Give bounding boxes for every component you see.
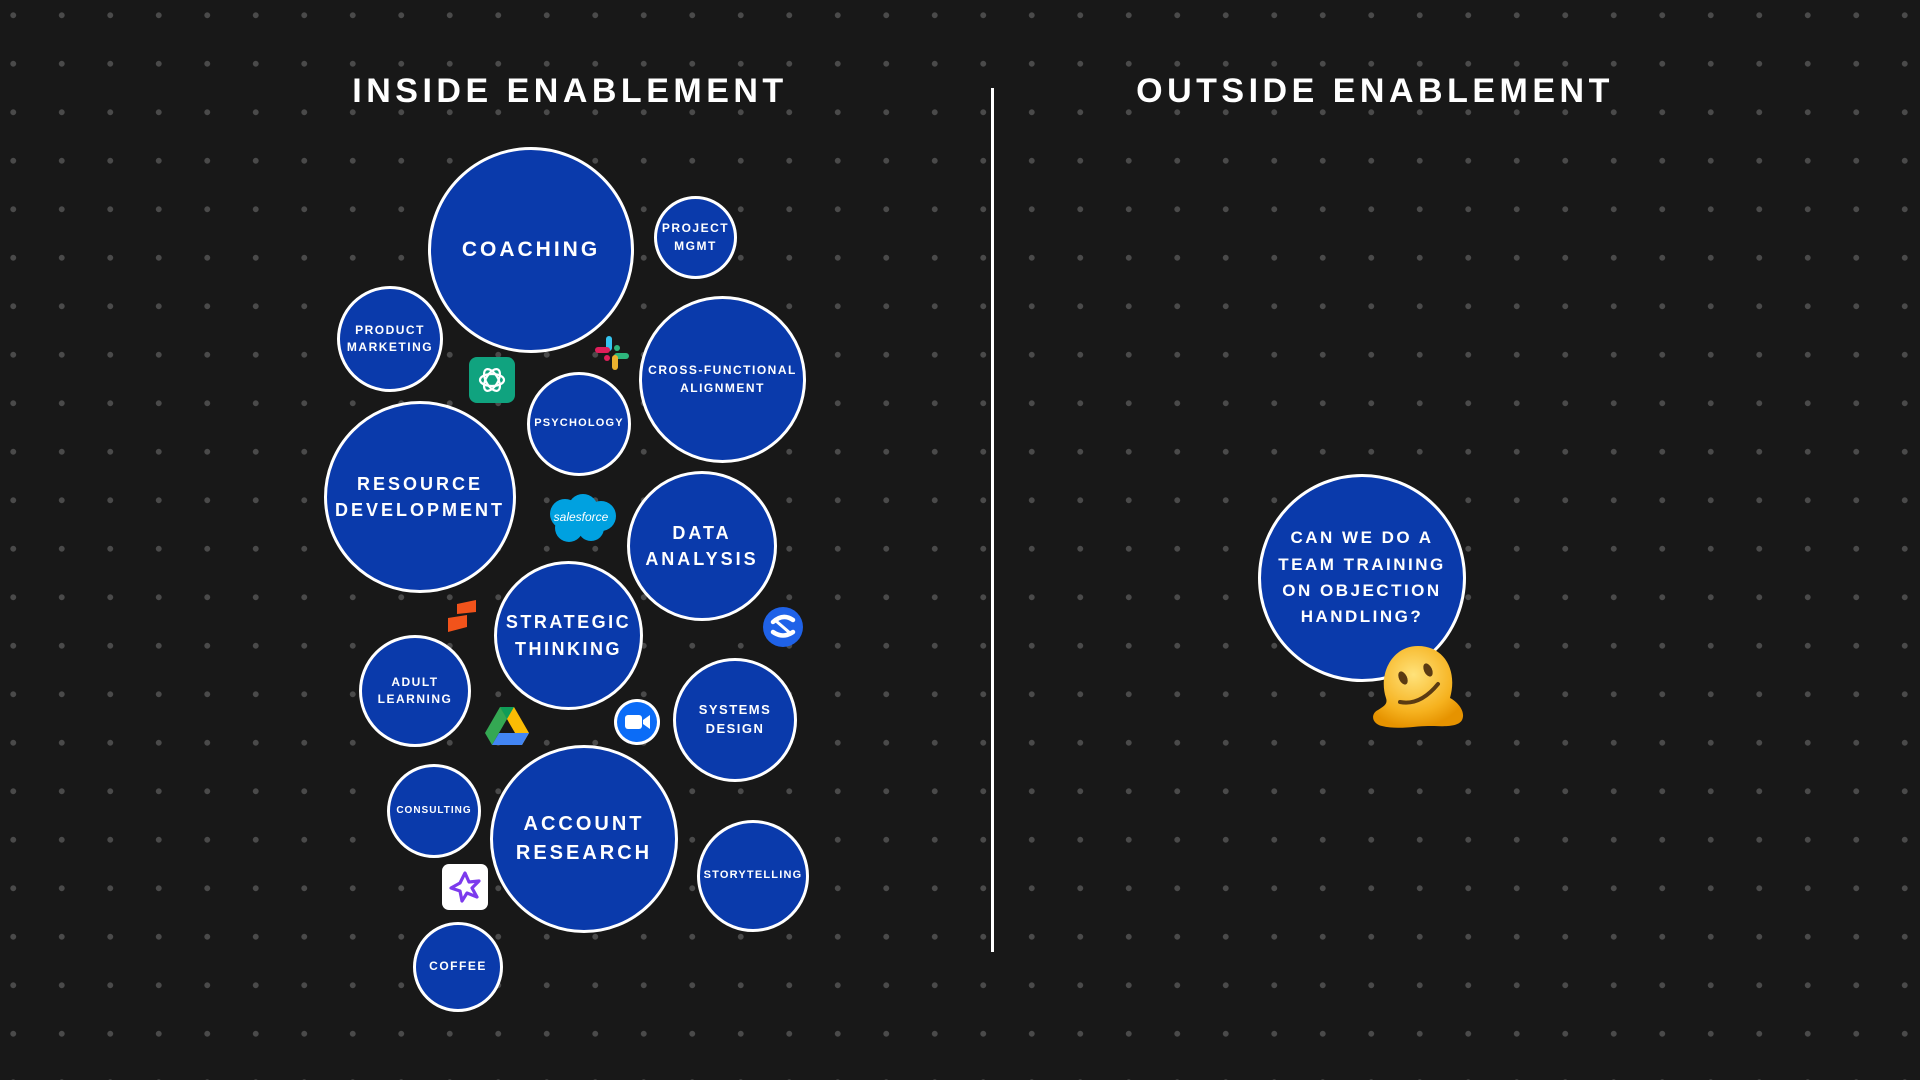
bubble-label: COACHING — [461, 237, 601, 261]
bubble-account-research: ACCOUNT RESEARCH — [490, 745, 678, 933]
confluence-icon — [763, 607, 803, 647]
bubble-coffee: COFFEE — [413, 922, 503, 1012]
section-divider — [991, 88, 994, 952]
bubble-label: PRODUCT MARKETING — [346, 322, 434, 354]
bubble-label: STRATEGIC THINKING — [505, 612, 632, 659]
bubble-label: ACCOUNT RESEARCH — [515, 813, 653, 864]
bubble-label: PSYCHOLOGY — [534, 417, 624, 430]
salesforce-wordmark: salesforce — [553, 510, 609, 524]
bubble-strategic-thinking: STRATEGIC THINKING — [494, 561, 643, 710]
bubble-coaching: COACHING — [428, 147, 634, 353]
bubble-label: CROSS-FUNCTIONAL ALIGNMENT — [648, 363, 797, 395]
bubble-resource-development: RESOURCE DEVELOPMENT — [324, 401, 516, 593]
outside-enablement-heading: OUTSIDE ENABLEMENT — [1136, 72, 1614, 110]
bubble-label: STORYTELLING — [703, 869, 803, 882]
bubble-label: RESOURCE DEVELOPMENT — [334, 473, 505, 520]
bubble-psychology: PSYCHOLOGY — [527, 372, 631, 476]
bubble-label: PROJECT MGMT — [661, 221, 730, 253]
slack-icon — [592, 333, 632, 373]
bubble-label: COFFEE — [429, 959, 487, 974]
bubble-cross-functional-alignment: CROSS-FUNCTIONAL ALIGNMENT — [639, 296, 806, 463]
google-drive-icon — [484, 705, 530, 747]
bubble-data-analysis: DATA ANALYSIS — [627, 471, 777, 621]
bubble-adult-learning: ADULT LEARNING — [359, 635, 471, 747]
chatgpt-icon — [469, 357, 515, 403]
bubble-label: DATA ANALYSIS — [645, 522, 759, 569]
bubble-project-mgmt: PROJECT MGMT — [654, 196, 737, 279]
sparkle-app-icon — [442, 864, 488, 910]
bubble-product-marketing: PRODUCT MARKETING — [337, 286, 443, 392]
zoom-icon — [614, 699, 660, 745]
bubble-storytelling: STORYTELLING — [697, 820, 809, 932]
bubble-label: CAN WE DO A TEAM TRAINING ON OBJECTION H… — [1278, 528, 1446, 627]
bubble-label: ADULT LEARNING — [377, 674, 453, 706]
melting-face-emoji — [1368, 640, 1468, 732]
orange-bookmark-icon — [447, 600, 477, 634]
inside-enablement-heading: INSIDE ENABLEMENT — [352, 72, 788, 110]
bubble-consulting: CONSULTING — [387, 764, 481, 858]
bubble-objection-handling-question: CAN WE DO A TEAM TRAINING ON OBJECTION H… — [1258, 474, 1466, 682]
salesforce-icon: salesforce — [543, 492, 619, 546]
bubble-systems-design: SYSTEMS DESIGN — [673, 658, 797, 782]
bubble-label: SYSTEMS DESIGN — [698, 702, 772, 736]
bubble-label: CONSULTING — [396, 804, 472, 816]
